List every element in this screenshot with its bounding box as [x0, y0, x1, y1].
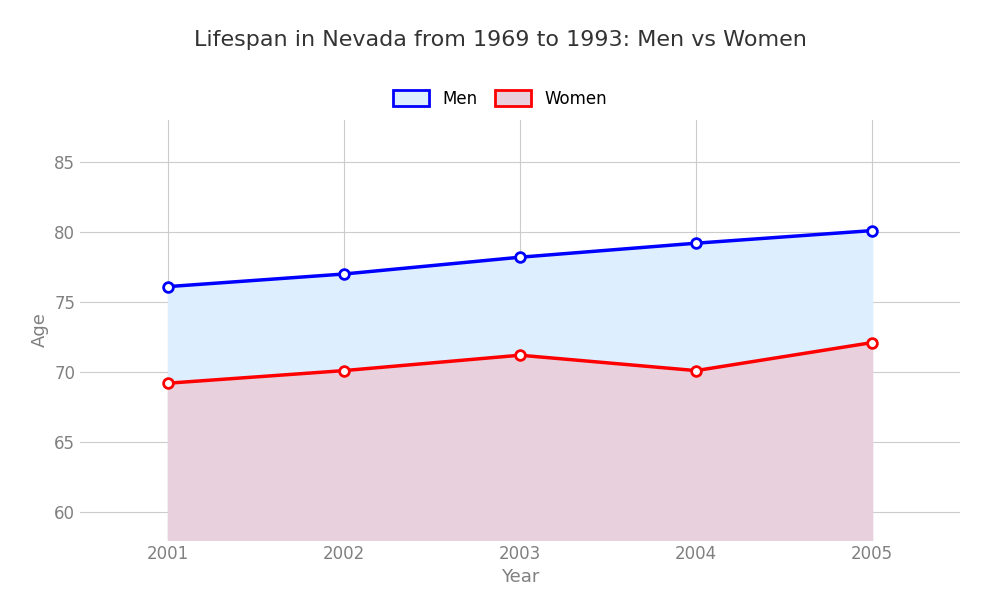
Y-axis label: Age: Age	[31, 313, 49, 347]
Legend: Men, Women: Men, Women	[386, 83, 614, 115]
Text: Lifespan in Nevada from 1969 to 1993: Men vs Women: Lifespan in Nevada from 1969 to 1993: Me…	[194, 30, 806, 50]
X-axis label: Year: Year	[501, 568, 539, 586]
